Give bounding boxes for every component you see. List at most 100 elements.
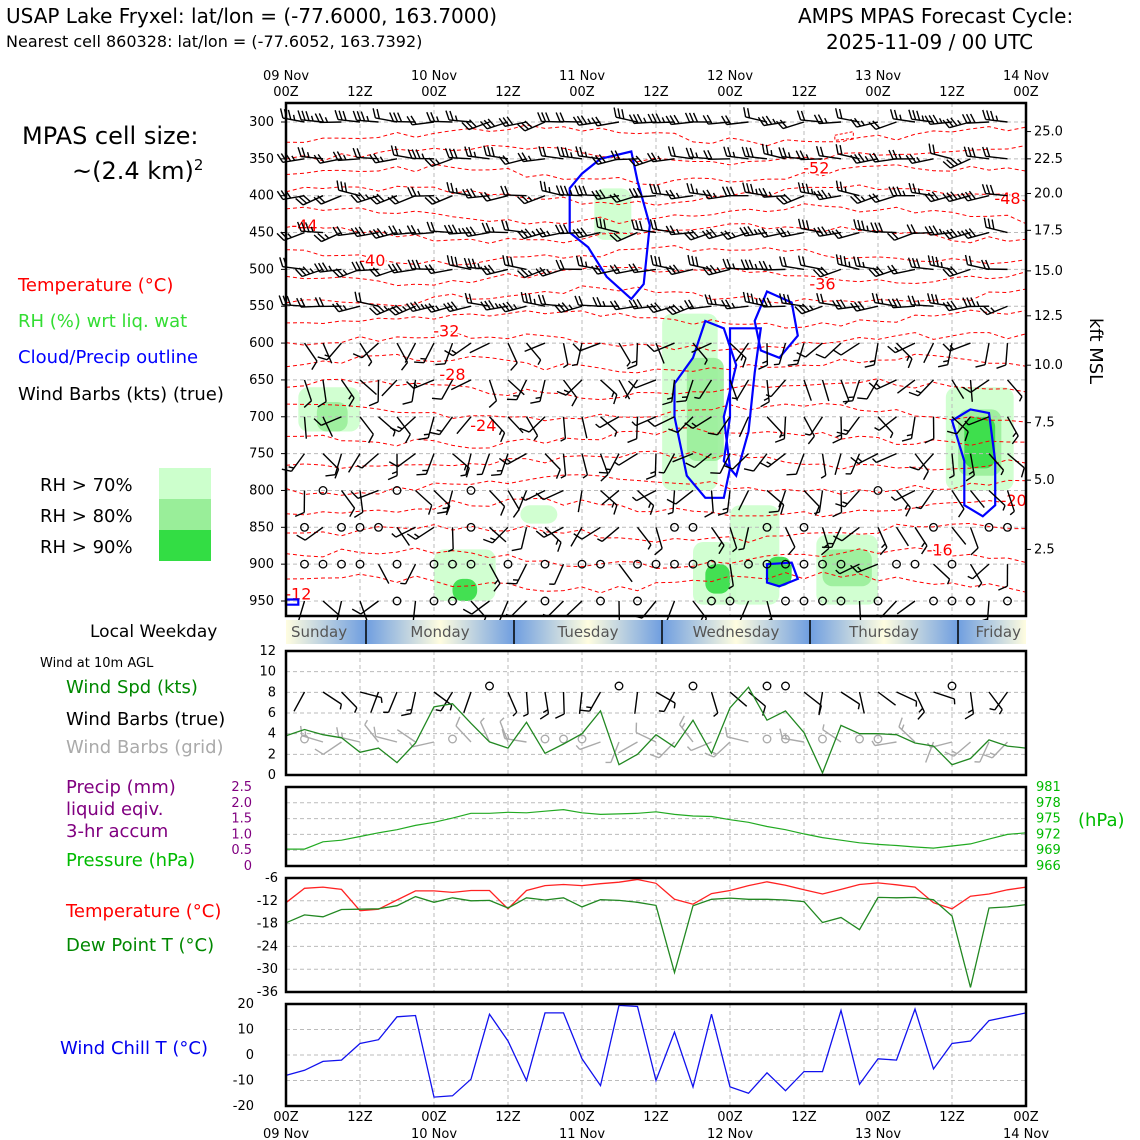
barb-staff (412, 741, 435, 748)
barb-flag (817, 190, 824, 200)
barb-flag (635, 219, 639, 230)
barb-flag (821, 189, 828, 199)
barb-flag (937, 363, 948, 368)
barb-flag (842, 400, 853, 403)
temperature-contour (285, 265, 1027, 287)
barb-flag (613, 107, 617, 118)
wind-barb (555, 259, 583, 271)
barb-flag (665, 190, 672, 200)
barb-staff (377, 563, 390, 584)
barb-flag (555, 112, 561, 122)
barb-staff (334, 453, 343, 475)
wind-barb (717, 490, 731, 516)
windchill-ytick-label: 10 (237, 1023, 254, 1038)
barb-flag (294, 268, 303, 277)
barb-half (546, 230, 551, 236)
barb-half (383, 305, 389, 311)
barb-staff (821, 379, 830, 402)
barb-staff (579, 342, 601, 352)
wind-barb (377, 563, 390, 584)
barb-flag (835, 144, 839, 155)
cell-size-line1: MPAS cell size: (22, 122, 199, 150)
barb-flag (996, 364, 1007, 369)
barb-flag (609, 234, 618, 242)
barb-flag (444, 148, 450, 158)
barb-half (857, 703, 861, 710)
barb-staff (933, 563, 951, 580)
barb-staff (716, 416, 731, 436)
barb-staff (543, 489, 564, 501)
barb-half (938, 228, 943, 235)
wind-barb (562, 342, 569, 369)
barb-flag (437, 511, 448, 515)
wind-barb (517, 194, 546, 205)
barb-half (354, 707, 358, 713)
wind-barb-10m (710, 691, 719, 717)
barb-flag (896, 186, 902, 196)
barb-flag (635, 722, 638, 733)
barb-flag (799, 150, 806, 160)
barb-flag (834, 108, 839, 118)
wind-calm-marker (392, 486, 402, 495)
temperature-contour (285, 378, 1027, 401)
barb-half (872, 458, 877, 463)
wind-barb-grid (779, 728, 805, 743)
precip-ytick-label: 0 (244, 859, 252, 874)
barb-half (921, 541, 926, 548)
barb-flag (391, 195, 400, 204)
barb-flag (665, 115, 672, 125)
barb-staff (340, 490, 356, 509)
wind-barb (322, 416, 334, 437)
barb-flag (296, 221, 302, 232)
barb-flag (468, 293, 473, 304)
wind-barb (853, 219, 879, 234)
barb-half (548, 186, 551, 193)
wind-calm-marker (355, 559, 365, 569)
barb-flag (725, 299, 732, 309)
barb-flag (928, 143, 932, 154)
barb-staff (1006, 379, 1023, 397)
barb-staff (736, 379, 750, 400)
weekday-name: Tuesday (556, 623, 618, 641)
wind-barb (803, 416, 816, 445)
wind-barb (591, 116, 620, 127)
barb-staff (770, 379, 787, 397)
barb-flag (317, 262, 325, 272)
barb-flag (512, 509, 520, 518)
barb-half (946, 578, 951, 585)
barb-half (857, 457, 863, 463)
barb-flag (302, 194, 311, 203)
wind-calm-marker (485, 681, 494, 691)
wind-barb (572, 115, 601, 126)
barb-flag (445, 110, 450, 121)
wind-barb (969, 527, 979, 556)
legend-temperature: Temperature (°C) (18, 275, 174, 296)
barb-half (916, 156, 921, 163)
barb-half (974, 761, 980, 763)
barb-flag (464, 292, 469, 303)
wind-barb (498, 453, 527, 465)
barb-flag (912, 183, 917, 194)
barb-flag (443, 224, 450, 235)
barb-half (451, 349, 457, 354)
barb-staff (576, 342, 583, 365)
wind-barb (979, 305, 1008, 316)
wind-barb (506, 563, 528, 585)
temperature-panel-frame (284, 876, 1028, 994)
wind-barb (574, 185, 601, 197)
barb-half (732, 263, 736, 269)
barb-flag (835, 254, 839, 265)
wind-barb (340, 379, 355, 407)
temperature-contour (285, 571, 1027, 594)
wind-barb (803, 489, 820, 516)
barb-flag (510, 256, 514, 267)
wind-barb-grid (974, 741, 990, 763)
barb-flag (668, 305, 677, 314)
barb-staff (699, 379, 713, 399)
windchill-ytick-label: -20 (233, 1099, 254, 1114)
barb-flag (678, 715, 685, 725)
weekday-band (810, 620, 958, 644)
wind-barb (787, 342, 805, 366)
barb-flag (596, 296, 602, 307)
temperature-line (285, 878, 1027, 912)
